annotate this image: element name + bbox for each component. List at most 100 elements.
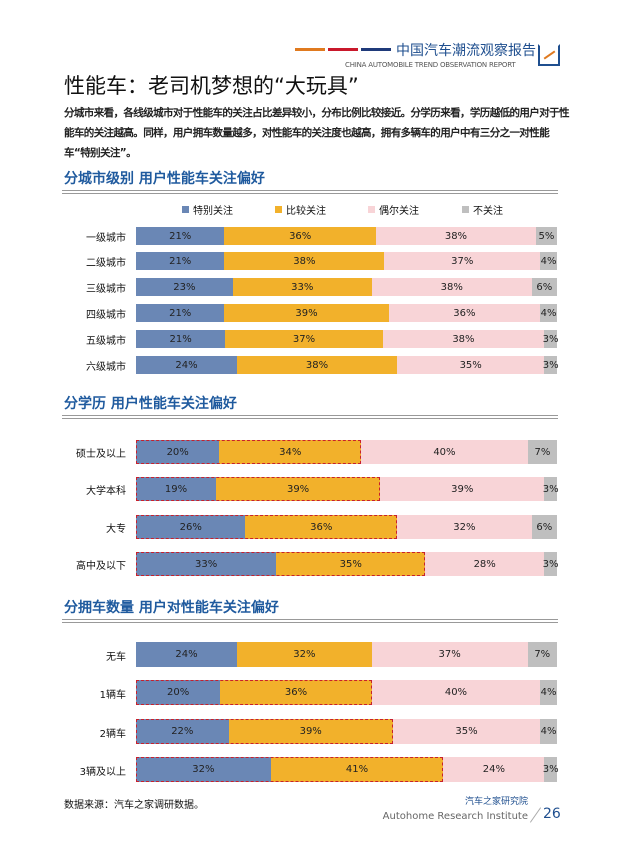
category-label: 六级城市 bbox=[86, 362, 126, 373]
category-label: 二级城市 bbox=[86, 258, 126, 269]
bar-segment: 39% bbox=[224, 304, 389, 322]
legend-label: 偶尔关注 bbox=[379, 206, 419, 217]
section-title-city: 分城市级别 用户性能车关注偏好 bbox=[64, 171, 265, 187]
category-label: 3辆及以上 bbox=[79, 766, 126, 778]
bar-segment: 24% bbox=[136, 642, 238, 667]
legend-label: 不关注 bbox=[473, 206, 503, 217]
bar-segment: 35% bbox=[392, 719, 541, 744]
bar-segment: 7% bbox=[527, 642, 557, 667]
legend-swatch bbox=[368, 206, 375, 213]
bar-segment: 39% bbox=[215, 477, 381, 501]
trend-chart-icon bbox=[538, 44, 560, 66]
category-label: 四级城市 bbox=[86, 310, 126, 321]
bar-segment: 20% bbox=[136, 680, 221, 705]
section-rule bbox=[62, 619, 558, 623]
category-label: 无车 bbox=[106, 651, 126, 663]
bar-segment: 38% bbox=[371, 278, 532, 296]
bar-segment: 36% bbox=[245, 515, 397, 539]
bar-segment: 3% bbox=[543, 356, 559, 374]
header-line-orange bbox=[295, 48, 325, 51]
bar-segment: 40% bbox=[371, 680, 541, 705]
bar-segment: 4% bbox=[540, 719, 557, 744]
bar-segment: 21% bbox=[136, 330, 226, 348]
bar-segment: 5% bbox=[535, 227, 557, 245]
section-title-cars: 分拥车数量 用户对性能车关注偏好 bbox=[64, 600, 279, 616]
bar-segment: 6% bbox=[531, 278, 557, 296]
category-label: 1辆车 bbox=[99, 689, 126, 701]
bar-segment: 38% bbox=[237, 356, 397, 374]
page-title: 性能车：老司机梦想的“大玩具” bbox=[64, 74, 359, 98]
header-line-navy bbox=[361, 48, 391, 51]
bar-segment: 38% bbox=[382, 330, 545, 348]
bar-segment: 24% bbox=[136, 356, 238, 374]
intro-paragraph: 分城市来看，各线级城市对于性能车的关注占比差异较小，分布比例比较接近。分学历来看… bbox=[64, 107, 570, 159]
section-rule bbox=[62, 415, 558, 419]
bar-segment: 35% bbox=[397, 356, 545, 374]
footer-divider bbox=[529, 807, 542, 823]
category-label: 高中及以下 bbox=[76, 561, 126, 572]
bar-segment: 40% bbox=[361, 440, 528, 464]
bar-segment: 3% bbox=[543, 330, 559, 348]
bar-segment: 33% bbox=[136, 552, 277, 576]
bar-segment: 39% bbox=[228, 719, 393, 744]
page-number: 26 bbox=[543, 806, 561, 822]
section-title-education: 分学历 用户性能车关注偏好 bbox=[64, 396, 237, 412]
header-line-red bbox=[328, 48, 358, 51]
bar-segment: 41% bbox=[270, 757, 444, 782]
category-label: 2辆车 bbox=[99, 728, 126, 740]
legend-item: 不关注 bbox=[462, 202, 503, 217]
bar-segment: 36% bbox=[388, 304, 541, 322]
category-label: 一级城市 bbox=[86, 233, 126, 244]
bar-segment: 38% bbox=[375, 227, 536, 245]
bar-segment: 6% bbox=[531, 515, 557, 539]
bar-segment: 32% bbox=[136, 757, 271, 782]
category-label: 大专 bbox=[106, 524, 126, 535]
legend-swatch bbox=[462, 206, 469, 213]
bar-segment: 35% bbox=[276, 552, 426, 576]
bar-segment: 4% bbox=[540, 252, 557, 270]
bar-segment: 3% bbox=[543, 477, 559, 501]
bar-segment: 3% bbox=[543, 552, 559, 576]
bar-segment: 34% bbox=[219, 440, 362, 464]
bar-segment: 36% bbox=[220, 680, 372, 705]
bar-segment: 39% bbox=[380, 477, 545, 501]
bar-segment: 4% bbox=[540, 680, 557, 705]
bar-segment: 21% bbox=[136, 304, 225, 322]
legend-label: 特别关注 bbox=[193, 206, 233, 217]
legend-item: 特别关注 bbox=[182, 202, 233, 217]
bar-segment: 37% bbox=[225, 330, 383, 348]
bar-segment: 4% bbox=[540, 304, 557, 322]
legend-swatch bbox=[275, 206, 282, 213]
bar-segment: 19% bbox=[136, 477, 216, 501]
bar-segment: 22% bbox=[136, 719, 229, 744]
bar-segment: 32% bbox=[397, 515, 532, 539]
legend-item: 比较关注 bbox=[275, 202, 326, 217]
bar-segment: 38% bbox=[224, 252, 385, 270]
bar-segment: 21% bbox=[136, 252, 225, 270]
bar-segment: 7% bbox=[527, 440, 557, 464]
report-brand-en: CHINA AUTOMOBILE TREND OBSERVATION REPOR… bbox=[345, 61, 516, 69]
category-label: 三级城市 bbox=[86, 284, 126, 295]
category-label: 五级城市 bbox=[86, 336, 126, 347]
report-brand: 中国汽车潮流观察报告 bbox=[396, 43, 536, 59]
footer-org-en: Autohome Research Institute bbox=[382, 811, 528, 822]
bar-segment: 21% bbox=[136, 227, 225, 245]
data-source: 数据来源：汽车之家调研数据。 bbox=[64, 800, 204, 811]
bar-segment: 33% bbox=[232, 278, 372, 296]
bar-segment: 26% bbox=[136, 515, 246, 539]
legend-item: 偶尔关注 bbox=[368, 202, 419, 217]
legend-swatch bbox=[182, 206, 189, 213]
bar-segment: 32% bbox=[237, 642, 372, 667]
category-label: 硕士及以上 bbox=[76, 449, 126, 460]
bar-segment: 3% bbox=[543, 757, 559, 782]
bar-segment: 20% bbox=[136, 440, 220, 464]
bar-segment: 24% bbox=[443, 757, 545, 782]
bar-segment: 23% bbox=[136, 278, 233, 296]
legend-label: 比较关注 bbox=[286, 206, 326, 217]
section-rule bbox=[62, 190, 558, 194]
bar-segment: 37% bbox=[371, 642, 528, 667]
bar-segment: 36% bbox=[224, 227, 376, 245]
bar-segment: 37% bbox=[384, 252, 541, 270]
footer-org-cn: 汽车之家研究院 bbox=[464, 797, 528, 807]
bar-segment: 28% bbox=[425, 552, 545, 576]
